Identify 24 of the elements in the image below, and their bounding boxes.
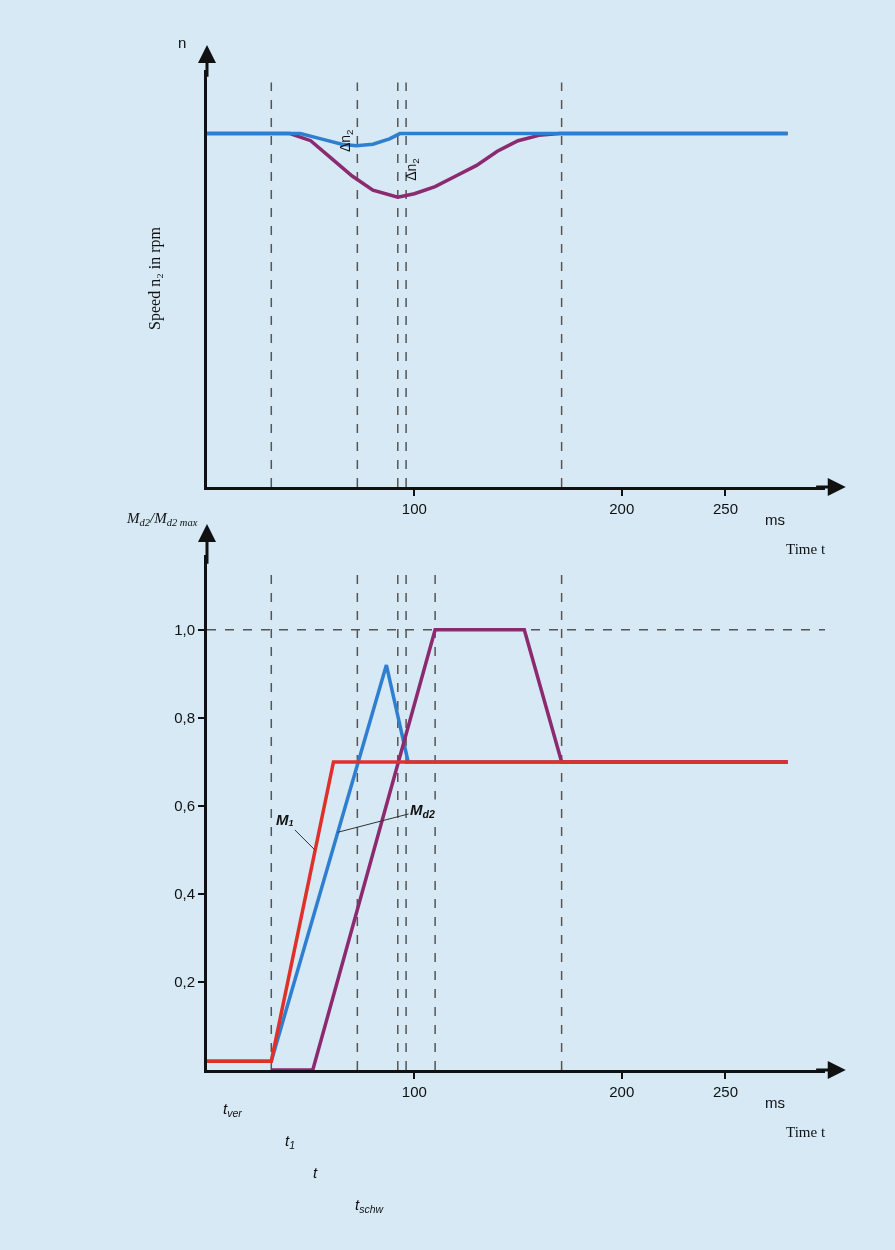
x-tick-label: 200 [609, 1083, 635, 1100]
y-tick-label: 0,4 [174, 885, 195, 903]
x-tick-label: 100 [401, 1083, 427, 1100]
x-tick-label: 200 [609, 500, 635, 517]
y-tick-label: 0,6 [174, 797, 195, 815]
x-tick-label: 250 [712, 1083, 738, 1100]
y-axis-title: Speed n₂ in rpm [145, 226, 164, 330]
annotation: M₁ [276, 811, 294, 828]
text: n [178, 34, 187, 51]
x-tick-label: 100 [401, 500, 427, 517]
x-tick-label: 250 [712, 500, 738, 517]
y-tick-label: 1,0 [174, 621, 195, 639]
y-tick-label: 0,8 [174, 709, 195, 727]
y-tick-label: 0,2 [174, 973, 195, 991]
text: t [313, 1164, 318, 1181]
text: t$_{ver}$ [223, 1100, 243, 1120]
text: t$_{schw}$ [355, 1196, 385, 1216]
text: ms [765, 511, 785, 528]
y-axis-title: M$_{d2}$/M$_{d2 max}$ [126, 510, 198, 529]
x-axis-title: Time t [786, 1124, 826, 1140]
text: ms [765, 1094, 785, 1111]
annotation: M$_{d2}$ [410, 801, 435, 821]
text: t$_{1}$ [285, 1132, 296, 1152]
x-axis-title: Time t [786, 541, 826, 557]
